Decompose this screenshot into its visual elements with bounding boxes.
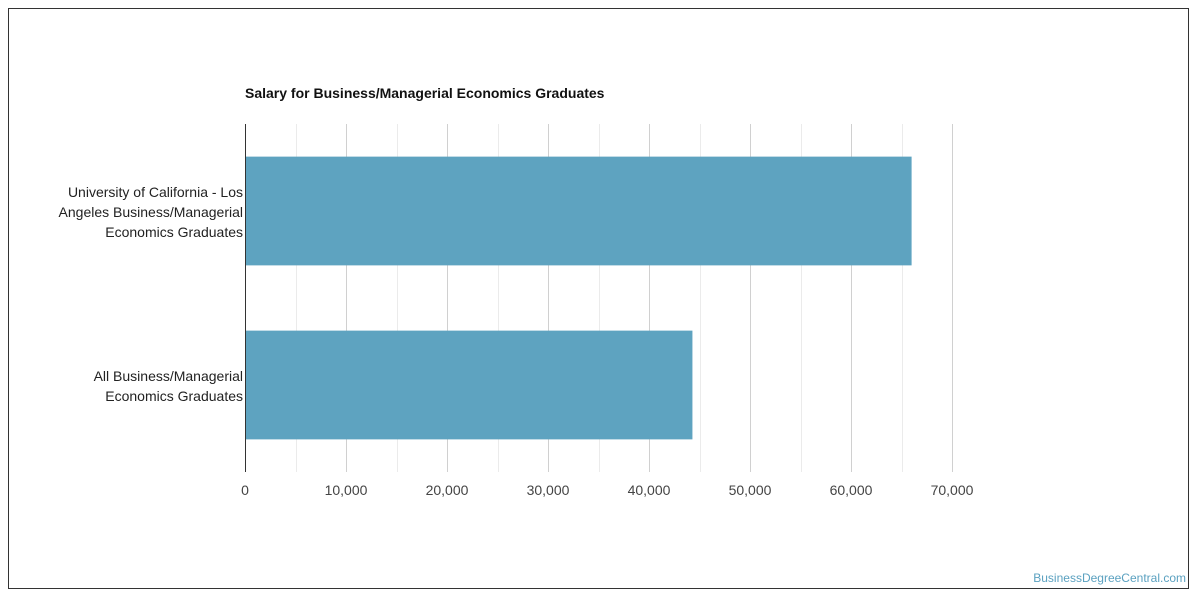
x-tick-label: 60,000 [830,482,873,498]
category-label-all: All Business/Managerial Economics Gradua… [93,368,243,404]
chart-title: Salary for Business/Managerial Economics… [245,85,605,101]
x-tick-label: 40,000 [628,482,671,498]
watermark-link[interactable]: BusinessDegreeCentral.com [1033,571,1186,585]
x-tick-label: 10,000 [325,482,368,498]
x-tick-label: 30,000 [527,482,570,498]
bar-0 [245,156,912,266]
x-tick-label: 70,000 [931,482,974,498]
x-tick-label: 50,000 [729,482,772,498]
category-label-ucla: University of California - Los Angeles B… [58,184,243,240]
x-tick-label: 20,000 [426,482,469,498]
chart-frame [8,8,1189,589]
x-tick-label: 0 [241,482,249,498]
bar-1 [245,330,693,440]
